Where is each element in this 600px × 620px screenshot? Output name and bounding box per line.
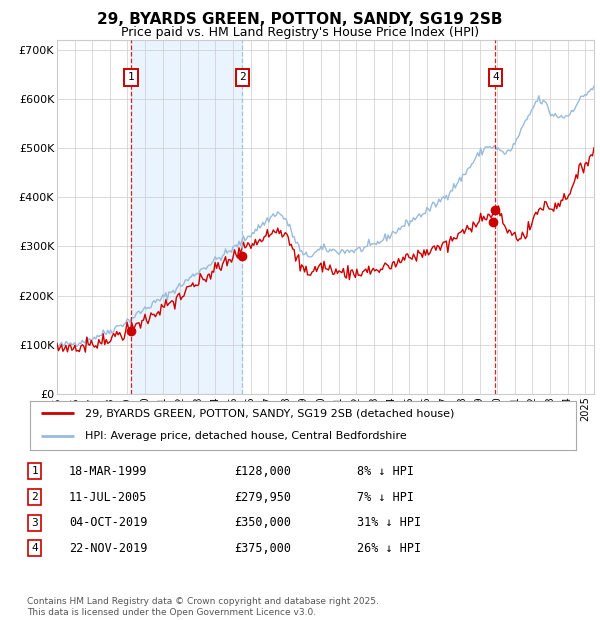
Text: HPI: Average price, detached house, Central Bedfordshire: HPI: Average price, detached house, Cent… bbox=[85, 432, 406, 441]
Text: 11-JUL-2005: 11-JUL-2005 bbox=[69, 491, 148, 503]
Text: £350,000: £350,000 bbox=[234, 516, 291, 529]
Text: 26% ↓ HPI: 26% ↓ HPI bbox=[357, 542, 421, 554]
Text: 1: 1 bbox=[128, 73, 134, 82]
Text: 31% ↓ HPI: 31% ↓ HPI bbox=[357, 516, 421, 529]
Text: £375,000: £375,000 bbox=[234, 542, 291, 554]
Text: 29, BYARDS GREEN, POTTON, SANDY, SG19 2SB: 29, BYARDS GREEN, POTTON, SANDY, SG19 2S… bbox=[97, 12, 503, 27]
Text: 2: 2 bbox=[31, 492, 38, 502]
Text: Contains HM Land Registry data © Crown copyright and database right 2025.
This d: Contains HM Land Registry data © Crown c… bbox=[27, 598, 379, 617]
Text: 22-NOV-2019: 22-NOV-2019 bbox=[69, 542, 148, 554]
Text: 4: 4 bbox=[31, 543, 38, 553]
Text: £279,950: £279,950 bbox=[234, 491, 291, 503]
Text: 04-OCT-2019: 04-OCT-2019 bbox=[69, 516, 148, 529]
Text: 2: 2 bbox=[239, 73, 246, 82]
Text: 18-MAR-1999: 18-MAR-1999 bbox=[69, 465, 148, 477]
Text: 4: 4 bbox=[492, 73, 499, 82]
Bar bbox=[131, 40, 242, 394]
Text: 8% ↓ HPI: 8% ↓ HPI bbox=[357, 465, 414, 477]
Text: £128,000: £128,000 bbox=[234, 465, 291, 477]
Text: 3: 3 bbox=[31, 518, 38, 528]
Text: 29, BYARDS GREEN, POTTON, SANDY, SG19 2SB (detached house): 29, BYARDS GREEN, POTTON, SANDY, SG19 2S… bbox=[85, 408, 454, 419]
Text: Price paid vs. HM Land Registry's House Price Index (HPI): Price paid vs. HM Land Registry's House … bbox=[121, 26, 479, 39]
Text: 1: 1 bbox=[31, 466, 38, 476]
Text: 7% ↓ HPI: 7% ↓ HPI bbox=[357, 491, 414, 503]
